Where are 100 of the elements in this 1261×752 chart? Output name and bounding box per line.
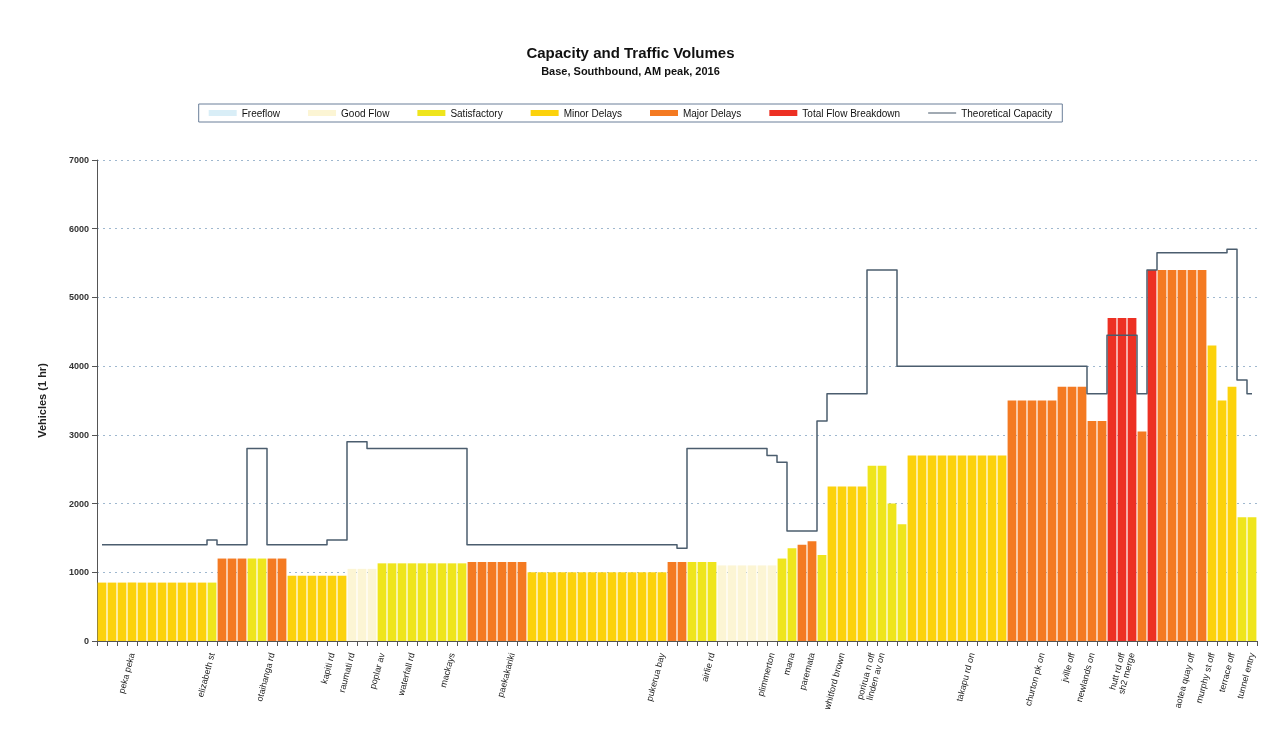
x-tick-label: peka peka <box>116 651 137 695</box>
bar <box>1227 386 1237 641</box>
bar <box>477 561 487 641</box>
bar <box>1157 269 1167 641</box>
x-tick-label: tunnel entry <box>1234 651 1257 700</box>
bar <box>837 486 847 641</box>
y-tick-label: 4000 <box>68 361 89 372</box>
bar <box>417 563 427 641</box>
bar <box>1197 269 1207 641</box>
bar <box>1087 421 1097 641</box>
bar <box>1147 269 1157 641</box>
bar <box>567 572 577 641</box>
bar <box>227 558 237 641</box>
bar <box>877 465 887 641</box>
x-tick-label: mana <box>781 651 797 677</box>
bar <box>1007 400 1017 641</box>
y-tick-label: 0 <box>83 636 89 646</box>
bar <box>757 565 767 641</box>
bar <box>617 572 627 641</box>
bar <box>267 558 277 641</box>
x-tick-label: poplar av <box>367 651 387 691</box>
bar <box>197 582 207 641</box>
legend-label: Freeflow <box>241 107 281 119</box>
bar <box>527 572 537 641</box>
bar <box>377 563 387 641</box>
bar <box>497 561 507 641</box>
bar <box>107 582 117 641</box>
bar <box>397 563 407 641</box>
bar <box>1137 431 1147 641</box>
x-tick-label: elizabeth st <box>195 651 217 699</box>
legend-label: Total Flow Breakdown <box>802 107 901 119</box>
bar <box>817 555 827 641</box>
bar <box>517 561 527 641</box>
x-tick-label: airlie rd <box>699 651 717 683</box>
bar <box>587 572 597 641</box>
legend-label: Major Delays <box>682 107 742 119</box>
bar <box>627 572 637 641</box>
y-tick-label: 7000 <box>68 155 89 165</box>
bar <box>787 548 797 641</box>
bar <box>1127 318 1137 641</box>
bar <box>677 561 687 641</box>
bar <box>177 582 187 641</box>
bar <box>697 561 707 641</box>
bar <box>367 568 377 641</box>
bar <box>1017 400 1027 641</box>
bar <box>157 582 167 641</box>
bar <box>1077 386 1087 641</box>
bar <box>1237 517 1247 641</box>
bar <box>447 563 457 641</box>
bar <box>427 563 437 641</box>
legend-label: Minor Delays <box>563 107 622 119</box>
legend-label: Theoretical Capacity <box>961 107 1053 119</box>
bar <box>777 558 787 641</box>
bar <box>1207 345 1217 641</box>
bar <box>987 455 997 641</box>
bar <box>897 524 907 641</box>
bar <box>1187 269 1197 641</box>
bar <box>457 563 467 641</box>
bar <box>507 561 517 641</box>
x-tick-label: churton pk on <box>1023 651 1047 707</box>
bar <box>647 572 657 641</box>
bar <box>1177 269 1187 641</box>
x-tick-label: jville off <box>1059 651 1077 685</box>
bar <box>977 455 987 641</box>
y-tick-label: 5000 <box>68 292 89 303</box>
bar <box>97 582 107 641</box>
bar <box>667 561 677 641</box>
x-tick-label: aotea quay off <box>1172 651 1197 710</box>
x-tick-label: otaihanga rd <box>254 651 277 703</box>
bar <box>437 563 447 641</box>
y-axis-title: Vehicles (1 hr) <box>35 362 48 438</box>
bar <box>357 568 367 641</box>
bar <box>727 565 737 641</box>
bar <box>887 503 897 641</box>
bar <box>687 561 697 641</box>
bar <box>857 486 867 641</box>
x-tick-label: takapu rd on <box>954 651 977 703</box>
bar <box>337 575 347 641</box>
bar <box>117 582 127 641</box>
bar <box>137 582 147 641</box>
bar <box>1037 400 1047 641</box>
bar <box>737 565 747 641</box>
bar <box>1167 269 1177 641</box>
bar <box>277 558 287 641</box>
bar <box>707 561 717 641</box>
bar <box>767 565 777 641</box>
x-tick-label: waterfall rd <box>395 651 417 698</box>
bar <box>717 565 727 641</box>
x-tick-label: raumati rd <box>336 651 357 694</box>
bar <box>317 575 327 641</box>
bar <box>327 575 337 641</box>
legend-label: Satisfactory <box>450 107 503 119</box>
bar <box>637 572 647 641</box>
bar <box>937 455 947 641</box>
y-tick-label: 6000 <box>68 223 89 234</box>
bar <box>607 572 617 641</box>
bar <box>847 486 857 641</box>
bar <box>147 582 157 641</box>
bar <box>287 575 297 641</box>
chart-subtitle: Base, Southbound, AM peak, 2016 <box>541 64 720 77</box>
